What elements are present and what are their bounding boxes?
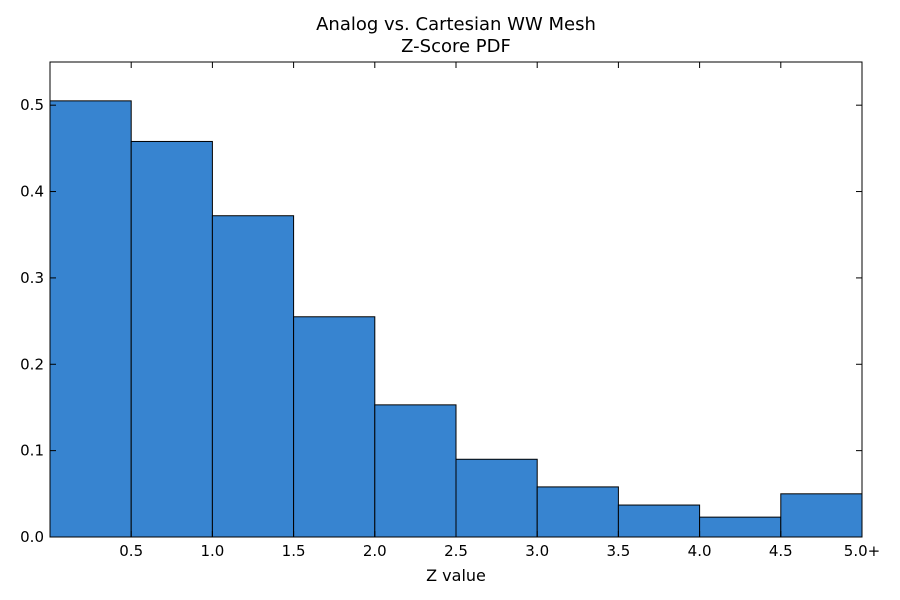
x-tick-label: 2.5 <box>444 542 468 560</box>
histogram-bar <box>374 404 457 538</box>
y-tick-label: 0.5 <box>20 96 44 114</box>
chart-subtitle: Z-Score PDF <box>401 36 511 57</box>
plot-frame <box>49 61 863 538</box>
histogram-bar <box>130 140 213 538</box>
x-tick-label: 1.0 <box>200 542 224 560</box>
y-tick-label: 0.4 <box>20 183 44 201</box>
y-tick-label: 0.1 <box>20 442 44 460</box>
y-tick-label: 0.3 <box>20 269 44 287</box>
y-tick-label: 0.2 <box>20 355 44 373</box>
x-tick-label: 3.5 <box>606 542 630 560</box>
x-tick-label: 4.5 <box>769 542 793 560</box>
x-tick-label: 1.5 <box>282 542 306 560</box>
x-tick-label: 3.0 <box>525 542 549 560</box>
x-tick-label: 2.0 <box>363 542 387 560</box>
histogram-bar <box>455 458 538 538</box>
histogram-bar <box>293 316 376 538</box>
x-tick-label: 0.5 <box>119 542 143 560</box>
histogram-bar <box>536 486 619 538</box>
y-tick-label: 0.0 <box>20 528 44 546</box>
x-tick-label: 5.0+ <box>844 542 880 560</box>
histogram-bar <box>211 215 295 538</box>
histogram-bar <box>780 493 863 538</box>
histogram-bar <box>49 100 132 538</box>
x-tick-label: 4.0 <box>688 542 712 560</box>
ticks-group: 0.5 1.0 1.5 2.0 2.5 3.0 3.5 4.0 4.5 5.0+ 0.0 0.1 0.2… <box>20 62 880 560</box>
x-axis-label: Z value <box>426 566 486 585</box>
histogram-bar <box>617 504 701 538</box>
histogram-bar <box>699 516 782 538</box>
bars-group <box>49 100 863 538</box>
chart-title: Analog vs. Cartesian WW Mesh <box>316 14 596 35</box>
